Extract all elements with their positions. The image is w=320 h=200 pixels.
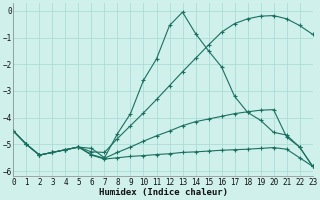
- X-axis label: Humidex (Indice chaleur): Humidex (Indice chaleur): [99, 188, 228, 197]
